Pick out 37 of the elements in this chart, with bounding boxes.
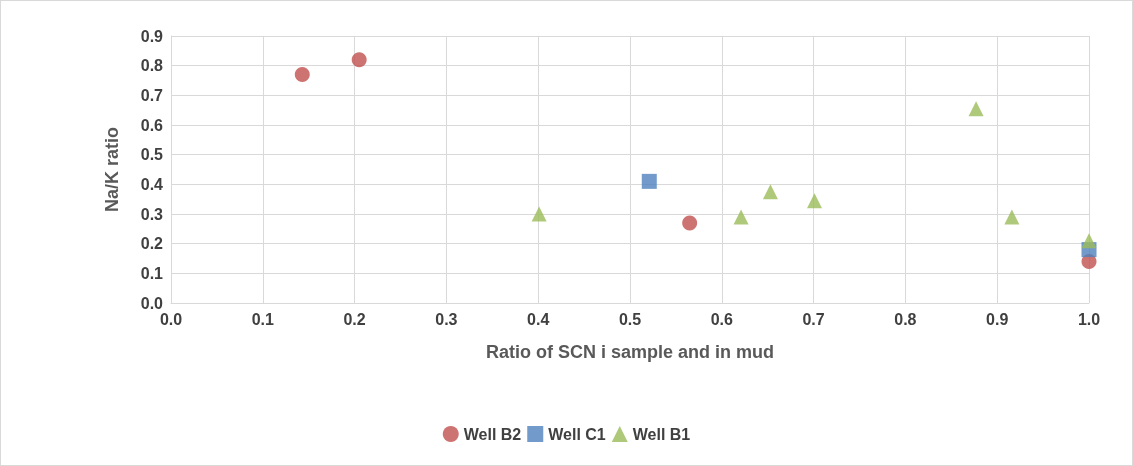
x-tick-label: 0.0 [159,310,183,328]
y-tick-label: 0.1 [140,264,164,282]
y-tick-label: 0.6 [140,116,164,134]
point [1081,233,1097,249]
y-tick-label: 0.8 [140,57,164,75]
y-tick-label: 0.4 [140,175,164,193]
point [682,215,698,231]
x-tick-label: 1.0 [1077,310,1101,328]
x-axis-title: Ratio of SCN i sample and in mud [485,342,775,362]
y-tick-label: 0.5 [140,146,164,164]
point [294,67,310,83]
y-axis-title: Na/K ratio [102,126,122,213]
x-tick-label: 0.8 [894,310,917,328]
point [807,193,823,209]
y-tick-label: 0.0 [140,294,164,312]
x-tick-label: 0.7 [802,310,825,328]
x-tick-label: 0.5 [618,310,642,328]
point [351,52,367,68]
x-tick-label: 0.3 [435,310,458,328]
legend-label: Well B1 [632,425,691,443]
point [641,173,657,189]
y-tick-label: 0.2 [140,235,164,253]
x-tick-label: 0.6 [710,310,734,328]
x-tick-label: 0.4 [527,310,550,328]
y-tick-label: 0.7 [140,86,164,104]
point [762,184,778,200]
point [733,209,749,225]
x-tick-label: 0.2 [343,310,366,328]
point [531,206,547,222]
legend-label: Well B2 [463,425,522,443]
x-tick-label: 0.1 [251,310,275,328]
y-tick-label: 0.3 [140,205,164,223]
y-tick-label: 0.9 [140,27,164,45]
x-tick-label: 0.9 [986,310,1009,328]
legend-label: Well C1 [548,425,606,443]
point [1004,209,1020,225]
point [968,101,984,117]
